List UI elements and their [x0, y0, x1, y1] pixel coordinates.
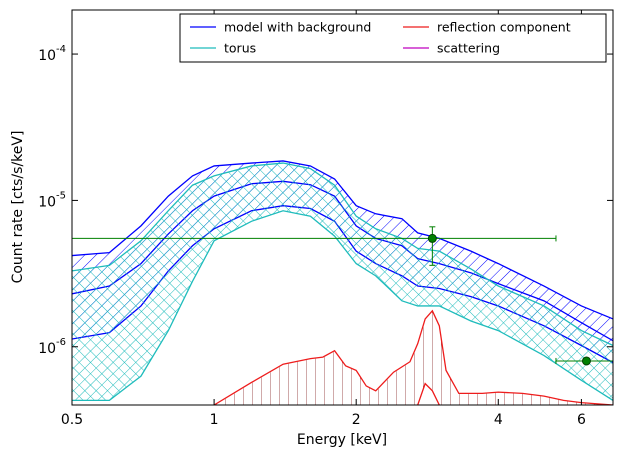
series-line-lower: [417, 382, 440, 405]
series-line-lower: [72, 210, 613, 402]
band-fill: [214, 310, 613, 405]
legend-label: reflection component: [437, 20, 571, 35]
x-tick-label: 6: [577, 412, 586, 428]
series-line-upper: [213, 309, 613, 405]
x-tick-label: 1: [210, 412, 219, 428]
legend-box: [179, 13, 607, 63]
y-tick-label: 10-4: [38, 44, 66, 64]
band-fill: [72, 163, 613, 401]
x-tick-label: 2: [352, 412, 361, 428]
y-tick-label: 10-6: [38, 337, 66, 357]
data-point: [427, 233, 437, 243]
x-tick-label: 4: [494, 412, 503, 428]
axes-frame: [71, 9, 614, 406]
x-axis-label: Energy [keV]: [297, 432, 387, 448]
series-line-upper: [72, 160, 613, 320]
series-line-upper: [72, 162, 613, 347]
y-axis-label: Count rate [cts/s/keV]: [10, 131, 26, 284]
legend-label: model with background: [224, 20, 371, 35]
y-tick-label: 10-5: [38, 190, 66, 210]
legend-label: torus: [224, 41, 256, 56]
data-point: [581, 356, 591, 366]
plot-area: [72, 160, 613, 405]
x-tick-label: 0.5: [61, 412, 83, 428]
legend-label: scattering: [437, 41, 500, 56]
